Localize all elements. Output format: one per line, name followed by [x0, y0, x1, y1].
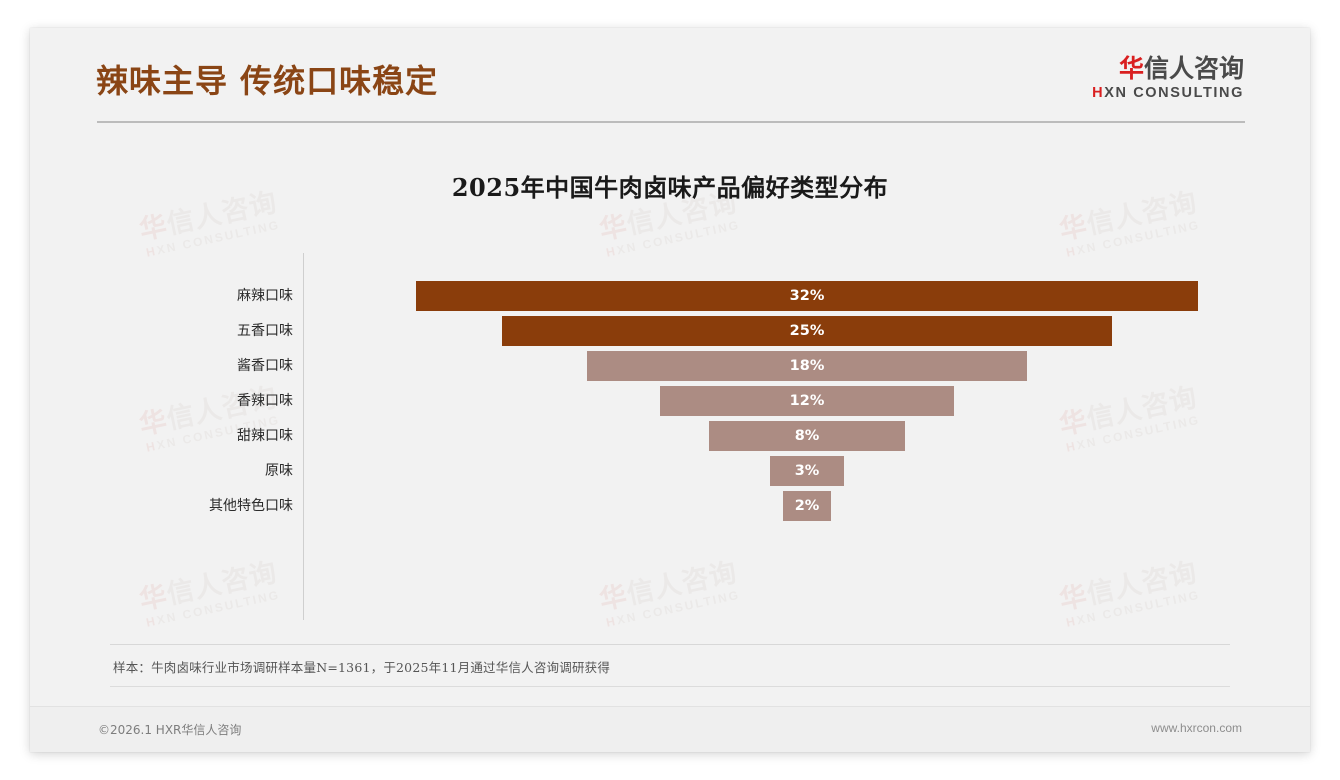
category-label: 香辣口味: [237, 393, 293, 409]
chart-bar[interactable]: 8%: [709, 421, 905, 451]
bar-track: 12%: [304, 386, 1310, 416]
page-title: 辣味主导 传统口味稳定: [96, 62, 439, 100]
footnote-divider-bottom: [110, 686, 1230, 687]
copyright-text: ©2026.1 HXR华信人咨询: [98, 723, 242, 737]
bar-track: 25%: [304, 316, 1310, 346]
chart-bar-row: 香辣口味 12%: [30, 386, 1310, 421]
chart-bar-row: 麻辣口味 32%: [30, 281, 1310, 316]
chart-bar[interactable]: 18%: [587, 351, 1027, 381]
logo-en-text: HXN CONSULTING: [1092, 85, 1244, 102]
bar-value-label: 2%: [794, 498, 820, 514]
bar-track: 32%: [304, 281, 1310, 311]
bar-track: 8%: [304, 421, 1310, 451]
bar-track: 2%: [304, 491, 1310, 521]
bar-value-label: 25%: [789, 323, 825, 339]
category-label: 麻辣口味: [237, 288, 293, 304]
chart-bar[interactable]: 32%: [416, 281, 1198, 311]
category-label: 五香口味: [237, 323, 293, 339]
bar-track: 18%: [304, 351, 1310, 381]
chart-bar-row: 五香口味 25%: [30, 316, 1310, 351]
company-logo: 华信人咨询 HXN CONSULTING: [1092, 54, 1244, 102]
website-link[interactable]: www.hxrcon.com: [1151, 721, 1242, 735]
slide-footer: ©2026.1 HXR华信人咨询 www.hxrcon.com: [30, 706, 1310, 752]
chart-bar-row: 其他特色口味 2%: [30, 491, 1310, 526]
category-label: 酱香口味: [237, 358, 293, 374]
bar-value-label: 8%: [794, 428, 820, 444]
bar-value-label: 32%: [789, 288, 825, 304]
chart-bar[interactable]: 3%: [770, 456, 844, 486]
chart-bar-row: 甜辣口味 8%: [30, 421, 1310, 456]
category-label: 原味: [265, 463, 293, 479]
bar-rows-container: 麻辣口味 32% 五香口味 25% 酱香口味 18% 香辣口味 12% 甜辣口味 8% 原味 3% 其他…: [30, 281, 1310, 526]
presentation-slide: 华信人咨询 HXN CONSULTING 华信人咨询 HXN CONSULTIN…: [30, 28, 1310, 752]
y-axis-line: [303, 253, 304, 620]
slide-header: 辣味主导 传统口味稳定 华信人咨询 HXN CONSULTING: [30, 28, 1310, 124]
chart-bar-row: 酱香口味 18%: [30, 351, 1310, 386]
logo-cn-text: 华信人咨询: [1118, 54, 1244, 83]
chart-title: 2025年中国牛肉卤味产品偏好类型分布: [451, 173, 889, 202]
bar-track: 3%: [304, 456, 1310, 486]
bar-value-label: 12%: [789, 393, 825, 409]
chart-bar[interactable]: 2%: [782, 491, 832, 521]
header-divider: [97, 121, 1245, 123]
bar-value-label: 18%: [789, 358, 825, 374]
category-label: 甜辣口味: [237, 428, 293, 444]
chart-bar[interactable]: 12%: [660, 386, 954, 416]
chart-plot-area: 麻辣口味 32% 五香口味 25% 酱香口味 18% 香辣口味 12% 甜辣口味 8% 原味 3% 其他…: [30, 253, 1310, 623]
sample-note: 样本：牛肉卤味行业市场调研样本量N=1361，于2025年11月通过华信人咨询调…: [113, 660, 611, 675]
chart-bar-row: 原味 3%: [30, 456, 1310, 491]
bar-value-label: 3%: [794, 463, 820, 479]
chart-bar[interactable]: 25%: [501, 316, 1113, 346]
category-label: 其他特色口味: [209, 498, 293, 514]
footnote-divider-top: [110, 644, 1230, 645]
